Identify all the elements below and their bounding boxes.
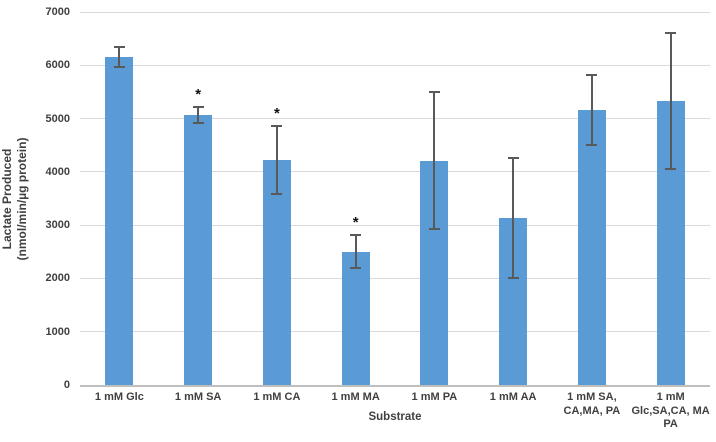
plot-area: * * * [80,11,710,387]
x-tick-label: 1 mM MA [331,391,380,403]
bar [577,110,606,385]
x-tick-label: 1 mM PA [411,391,458,403]
gridline [80,277,710,279]
x-tick-label: 1 mM AA [489,391,537,403]
error-bar-cap [350,267,362,270]
y-tick-label: 3000 [45,219,70,232]
bar [105,57,134,385]
x-tick-label: 1 mM CA [253,391,301,403]
bar [184,114,213,385]
error-bar-cap [507,277,519,280]
x-axis-title: Substrate [368,411,422,423]
gridline [80,171,710,173]
significance-asterisk: * [352,214,359,232]
error-bar [590,74,593,146]
bar [341,251,370,385]
y-tick-label: 2000 [45,272,70,285]
error-bar [433,91,436,230]
error-bar-cap [507,157,519,159]
error-bar [669,33,672,169]
gridline [80,331,710,333]
y-tick-label: 5000 [45,112,70,125]
error-bar-cap [665,32,677,35]
error-bar-cap [113,46,125,49]
y-tick-label: 7000 [45,6,70,18]
error-bar-cap [271,193,283,196]
error-bar [197,106,200,123]
error-bar [275,126,278,195]
error-bar-cap [192,105,204,108]
gridline [80,64,710,66]
x-tick-label: 1 mM Glc,SA,CA, MA PA [631,391,710,430]
error-bar-cap [113,66,125,69]
error-bar [118,47,121,68]
y-tick-label: 1000 [45,325,70,338]
y-tick-label: 0 [63,379,70,391]
error-bar-cap [428,90,440,93]
x-tick-label: 1 mM Glc [94,391,144,403]
error-bar [512,158,515,279]
gridline [80,118,710,120]
y-tick-label: 4000 [45,165,70,178]
y-tick-label: 6000 [45,59,70,72]
error-bar-cap [350,234,362,237]
error-bar-cap [192,121,204,124]
x-tick-label: 1 mM SA [174,391,222,403]
error-bar-cap [586,73,598,76]
error-bar-cap [271,125,283,128]
gridline [80,224,710,226]
error-bar-cap [586,144,598,147]
x-tick-label: 1 mM SA, CA,MA, PA [563,391,621,417]
error-bar-cap [428,228,440,231]
error-bar-cap [665,167,677,170]
error-bar [354,235,357,269]
significance-asterisk: * [195,85,202,103]
gridline [80,11,710,13]
bar [262,160,291,385]
significance-asterisk: * [273,105,280,123]
